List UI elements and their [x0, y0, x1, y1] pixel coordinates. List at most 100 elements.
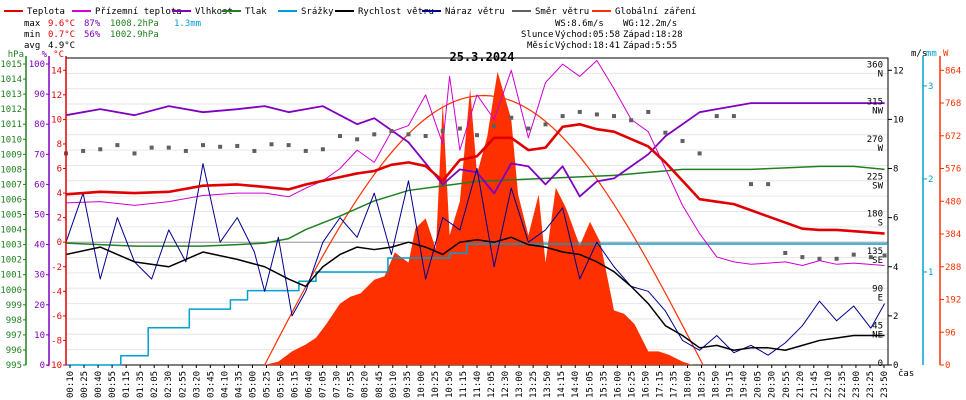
pressure-axis-label: 1015: [0, 60, 22, 70]
series-lines: [65, 59, 888, 366]
rain-axis-label: 2: [928, 175, 933, 185]
legend-label: Globální záření: [615, 7, 696, 17]
x-axis-label: 19:15: [726, 371, 736, 398]
x-axis-label: 16:50: [641, 371, 651, 398]
x-axis-label: 23:00: [852, 371, 862, 398]
info-block: WS:8.6m/s WG:12.2m/s Slunce Východ:05:58…: [521, 19, 683, 51]
series-line: [65, 59, 885, 267]
stat-min-hum: 56%: [84, 30, 101, 40]
wind-direction-point: [560, 114, 565, 119]
pressure-axis-label: 999: [6, 301, 22, 311]
pressure-axis-label: 1013: [0, 90, 22, 100]
x-axis-label: 10:50: [445, 371, 455, 398]
wind-direction-point: [868, 255, 873, 260]
wind-direction-point: [731, 114, 736, 119]
pressure-axis-label: 1007: [0, 180, 22, 190]
legend-label: Náraz větru: [445, 7, 505, 17]
pressure-axis-label: 997: [6, 331, 22, 341]
stat-avg-temp: 4.9°C: [48, 41, 75, 51]
direction-axis-compass: S: [878, 219, 883, 229]
pressure-axis-label: 1002: [0, 256, 22, 266]
wind-direction-point: [612, 114, 616, 119]
x-axis-label: 20:05: [754, 371, 764, 398]
x-axis-label: 23:50: [880, 371, 890, 398]
series-line: [65, 163, 886, 356]
wind-direction-point: [834, 256, 839, 261]
wind-direction-point: [817, 256, 822, 261]
pressure-axis-label: 1011: [0, 120, 22, 130]
direction-axis-compass: SW: [872, 181, 883, 191]
x-axis-label: 12:30: [501, 371, 511, 398]
x-axis-label: 00:25: [80, 371, 90, 398]
wind-direction-point: [680, 138, 685, 143]
radiation-axis-label: 480: [945, 197, 961, 207]
wind-direction-point: [235, 143, 240, 148]
pressure-axis-label: 1001: [0, 271, 22, 281]
legend-label: Přízemní teplota: [95, 7, 182, 17]
x-axis-label: 04:10: [220, 371, 230, 398]
wind-axis-title: m/s: [911, 49, 927, 59]
humidity-axis-title: %: [42, 50, 48, 60]
x-axis-label: 09:35: [403, 371, 413, 398]
x-axis-label: 06:40: [305, 371, 315, 398]
wind-direction-point: [286, 143, 291, 148]
chart-title: 25.3.2024: [449, 50, 514, 64]
legend-label: Teplota: [27, 7, 65, 17]
x-axis-label: 17:35: [669, 371, 679, 398]
axes: hPa1015101410131012101110101009100810071…: [0, 49, 961, 398]
info-wg: WG:12.2m/s: [623, 19, 677, 29]
wind-direction-point: [851, 252, 856, 257]
wind-direction-point: [406, 132, 411, 137]
series-line: [65, 123, 885, 235]
humidity-axis-label: 100: [29, 60, 45, 70]
temperature-axis-label: -2: [51, 263, 62, 273]
x-axis-label: 14:15: [557, 371, 567, 398]
stat-min-label: min: [24, 30, 40, 40]
temperature-axis-label: -4: [51, 287, 62, 297]
x-axis-label: 13:25: [529, 371, 539, 398]
wind-direction-point: [882, 253, 887, 258]
pressure-axis-label: 1012: [0, 105, 22, 115]
radiation-axis-label: 384: [945, 230, 961, 240]
x-axis-label: 11:40: [473, 371, 483, 398]
x-axis-label: 21:20: [796, 371, 806, 398]
wind-axis-label: 6: [893, 214, 898, 224]
wind-direction-point: [509, 115, 514, 120]
radiation-axis-label: 96: [945, 328, 956, 338]
wind-direction-point: [457, 126, 462, 131]
stats-block: max 9.6°C 87% 1008.2hPa 1.3mm min 0.7°C …: [24, 19, 201, 51]
series-line: [66, 243, 888, 366]
wind-direction-points: [64, 109, 887, 261]
pressure-axis-label: 1004: [0, 226, 22, 236]
x-axis-label: 08:45: [375, 371, 385, 398]
radiation-area: [66, 71, 885, 366]
x-axis-label: 15:05: [585, 371, 595, 398]
wind-direction-point: [629, 118, 634, 123]
info-sun-label: Slunce: [521, 30, 554, 40]
rain-axis-label: 1: [928, 268, 933, 278]
wind-direction-point: [355, 137, 360, 142]
wind-direction-point: [543, 122, 548, 127]
legend: Teplota Přízemní teplota Vlhkost Tlak Srážky…: [4, 7, 696, 17]
humidity-axis-label: 50: [34, 211, 45, 221]
stat-max-hum: 87%: [84, 19, 101, 29]
x-axis-label: 16:00: [613, 371, 623, 398]
direction-axis-label: 360: [867, 60, 883, 70]
pressure-axis-label: 1010: [0, 135, 22, 145]
humidity-axis-label: 20: [34, 301, 45, 311]
radiation-axis-label: 576: [945, 165, 961, 175]
x-axis-label: 12:05: [487, 371, 497, 398]
humidity-axis-label: 40: [34, 241, 45, 251]
wind-direction-point: [646, 109, 651, 114]
wind-axis-label: 10: [893, 115, 904, 125]
humidity-axis-label: 0: [40, 361, 45, 371]
wind-axis-label: 8: [893, 165, 898, 175]
series-line: [65, 165, 885, 247]
temperature-axis-label: 4: [57, 189, 62, 199]
x-axis-label: 22:10: [824, 371, 834, 398]
x-axis-label: 05:50: [277, 371, 287, 398]
x-axis-label: 00:55: [108, 371, 118, 398]
x-axis-label: 20:30: [768, 371, 778, 398]
x-axis-label: 07:05: [319, 371, 329, 398]
